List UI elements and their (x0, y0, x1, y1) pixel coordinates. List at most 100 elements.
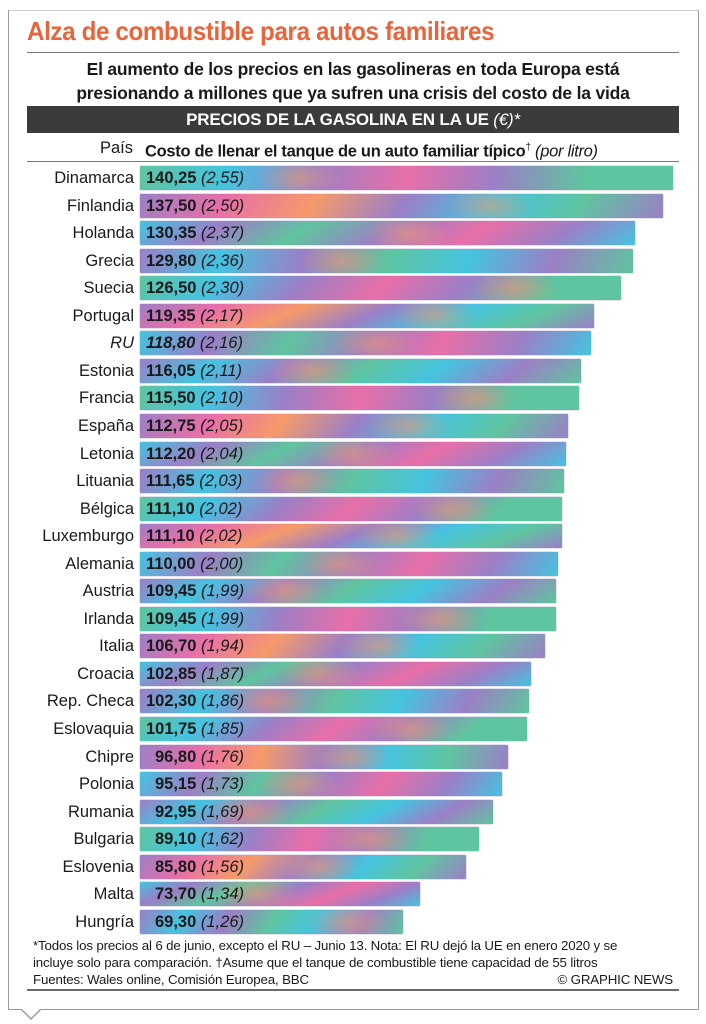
value-label: 111,10 (2,02) (146, 496, 242, 522)
cost-value: 111,65 (146, 472, 195, 491)
per-litre-value: (2,17) (195, 306, 244, 325)
bar-row: Lituania 111,65 (2,03) (0, 468, 706, 496)
bar-row: Austria 109,45 (1,99) (0, 578, 706, 606)
per-litre-value: (1,87) (196, 664, 245, 683)
per-litre-value: (2,37) (196, 224, 245, 243)
bar (140, 221, 636, 246)
country-label: Rep. Checa (46, 692, 134, 711)
country-label: Bélgica (79, 499, 134, 518)
bar (140, 331, 592, 356)
cost-value: 116,05 (146, 361, 196, 380)
value-label: 111,65 (2,03) (146, 468, 242, 494)
country-label: España (78, 416, 134, 435)
bar-row: Croacia 102,85 (1,87) (0, 661, 706, 689)
country-label: Italia (99, 637, 134, 656)
cost-value: 102,85 (146, 664, 197, 683)
value-label: 95,15 (1,73) (155, 771, 244, 797)
cost-value: 85,80 (155, 857, 197, 876)
bar (140, 909, 404, 934)
cost-value: 106,70 (146, 637, 197, 656)
value-label: 92,95 (1,69) (155, 799, 244, 825)
value-label: 137,50 (2,50) (146, 193, 244, 219)
per-litre-value: (1,99) (196, 609, 245, 628)
chart-title-unit: (€)* (493, 110, 520, 129)
sources: Fuentes: Wales online, Comisión Europea,… (33, 972, 309, 987)
chart-title-band: PRECIOS DE LA GASOLINA EN LA UE (€)* (27, 106, 679, 133)
bar (140, 717, 527, 741)
value-label: 89,10 (1,62) (155, 826, 244, 852)
cost-value: 96,80 (155, 747, 197, 766)
bar (140, 606, 556, 631)
cost-value: 111,10 (146, 527, 195, 546)
per-litre-value: (1,62) (196, 830, 244, 849)
cost-value: 111,10 (146, 499, 195, 518)
bar (140, 193, 663, 218)
callout-pointer (20, 1008, 42, 1020)
value-label: 102,85 (1,87) (146, 661, 244, 687)
country-label: Croacia (77, 664, 134, 683)
per-litre-value: (2,16) (195, 334, 243, 353)
per-litre-value: (1,76) (196, 747, 244, 766)
country-label: RU (110, 334, 134, 353)
value-label: 111,10 (2,02) (146, 523, 242, 549)
bar-row: Francia 115,50 (2,10) (0, 385, 706, 413)
bar (140, 166, 673, 190)
cost-value: 140,25 (146, 169, 197, 187)
country-label: Bulgaria (73, 830, 134, 849)
value-label: 109,45 (1,99) (146, 578, 244, 604)
bar-row: Alemania 110,00 (2,00) (0, 551, 706, 579)
country-label: Francia (78, 389, 134, 408)
bar (140, 386, 579, 411)
header-divider (27, 161, 679, 162)
cost-value: 115,50 (146, 389, 196, 408)
cost-value: 92,95 (155, 802, 197, 821)
country-label: Estonia (78, 361, 134, 380)
bar-row: Rep. Checa 102,30 (1,86) (0, 688, 706, 716)
per-litre-value: (1,94) (196, 637, 245, 656)
country-label: Letonia (79, 444, 134, 463)
cost-value: 119,35 (146, 306, 196, 325)
bar-row: Italia 106,70 (1,94) (0, 633, 706, 661)
cost-value: 126,50 (146, 279, 197, 298)
per-litre-value: (2,50) (196, 196, 245, 215)
value-label: 119,35 (2,17) (146, 303, 243, 329)
bar (140, 634, 546, 659)
bar-row: Eslovaquia 101,75 (1,85) (0, 716, 706, 744)
bar-row: Holanda 130,35 (2,37) (0, 220, 706, 248)
page-title: Alza de combustible para autos familiare… (27, 16, 495, 46)
country-label: Hungría (75, 912, 134, 931)
bar (140, 689, 529, 714)
cost-value: 102,30 (146, 692, 197, 711)
per-litre-value: (1,56) (196, 857, 244, 876)
country-label: Chipre (85, 747, 134, 766)
bar-row: Dinamarca 140,25 (2,55) (0, 165, 706, 193)
country-label: Eslovenia (62, 857, 134, 876)
country-label: Luxemburgo (42, 527, 134, 546)
value-label: 115,50 (2,10) (146, 385, 243, 411)
value-label: 73,70 (1,34) (155, 881, 244, 907)
bar-row: Bulgaria 89,10 (1,62) (0, 826, 706, 854)
per-litre-value: (1,85) (196, 720, 245, 738)
country-label: Polonia (78, 775, 134, 794)
bar (140, 303, 594, 328)
cost-value: 129,80 (146, 251, 197, 270)
chart-title: PRECIOS DE LA GASOLINA EN LA UE (186, 110, 489, 129)
per-litre-value: (2,05) (195, 416, 244, 435)
bar (140, 827, 479, 852)
value-label: 110,00 (2,00) (146, 551, 243, 577)
value-label: 112,20 (2,04) (146, 441, 243, 467)
cost-value: 109,45 (146, 609, 197, 628)
per-litre-value: (1,69) (196, 802, 244, 821)
per-litre-value: (2,02) (194, 499, 243, 518)
footnote-line-2: incluye solo para comparación. †Asume qu… (33, 955, 598, 970)
bar (140, 551, 559, 576)
bar (140, 524, 563, 549)
bar-row: Luxemburgo 111,10 (2,02) (0, 523, 706, 551)
country-label: Portugal (72, 306, 134, 325)
per-litre-value: (2,04) (195, 444, 244, 463)
per-litre-value: (2,11) (195, 361, 243, 380)
per-litre-value: (2,03) (194, 472, 243, 491)
per-litre-value: (2,10) (195, 389, 244, 408)
cost-value: 112,75 (146, 416, 196, 435)
value-label: 112,75 (2,05) (146, 413, 243, 439)
